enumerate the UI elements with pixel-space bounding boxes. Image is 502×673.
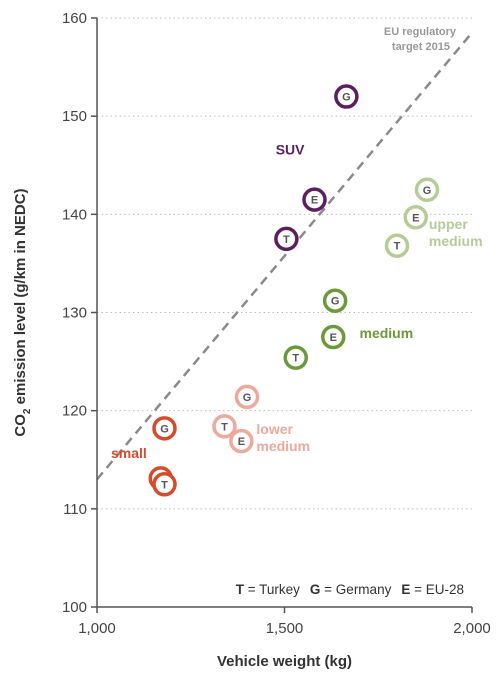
legend-value: = Germany xyxy=(320,582,391,597)
data-point-letter: E xyxy=(238,436,245,448)
data-point-letter: T xyxy=(283,234,290,246)
y-tick-label: 160 xyxy=(62,10,87,27)
category-label-line: SUV xyxy=(276,141,305,157)
data-point: T xyxy=(283,345,308,370)
category-label-line: medium xyxy=(429,233,483,249)
data-point-letter: E xyxy=(412,212,419,224)
legend: T = Turkey G = Germany E = EU-28 xyxy=(236,582,464,597)
x-tick-label: 1,500 xyxy=(266,620,304,637)
data-point-letter: G xyxy=(243,392,252,404)
y-tick-label: 150 xyxy=(62,108,87,125)
category-label: SUV xyxy=(276,141,305,157)
data-point-letter: E xyxy=(311,195,318,207)
legend-key: E xyxy=(401,582,410,597)
data-point-letter: T xyxy=(221,421,228,433)
data-point: G xyxy=(234,384,260,410)
data-point-letter: T xyxy=(394,241,401,253)
legend-key: G xyxy=(310,582,321,597)
data-point: G xyxy=(334,84,359,109)
y-axis-title-co: CO xyxy=(12,414,29,437)
category-label-line: medium xyxy=(256,438,310,454)
data-point: T xyxy=(212,414,237,439)
category-label: small xyxy=(111,445,147,461)
data-point-marker xyxy=(152,416,177,441)
category-label: medium xyxy=(360,325,414,341)
y-tick-label: 100 xyxy=(62,599,87,616)
x-axis-title: Vehicle weight (kg) xyxy=(217,653,352,670)
category-label-line: small xyxy=(111,445,147,461)
y-tick-label: 120 xyxy=(62,403,87,420)
data-point-letter: T xyxy=(161,479,168,491)
data-point: G xyxy=(414,177,440,203)
category-label-line: upper xyxy=(429,216,468,232)
legend-value: = Turkey xyxy=(244,582,300,597)
category-label: upper medium xyxy=(429,216,483,249)
y-tick-label: 140 xyxy=(62,206,87,223)
y-tick-label: 110 xyxy=(63,501,87,518)
data-point: E xyxy=(302,187,327,212)
data-point: T xyxy=(384,233,410,258)
target-line-label: target 2015 xyxy=(392,41,450,53)
legend-value: = EU-28 xyxy=(410,582,464,597)
category-label-line: medium xyxy=(360,325,414,341)
y-axis-title: CO2 emission level (g/km in NEDC) xyxy=(12,188,33,436)
data-point-marker xyxy=(229,428,254,454)
y-axis-title-rest: emission level (g/km in NEDC) xyxy=(12,188,29,408)
data-point: E xyxy=(403,205,428,230)
data-point-marker xyxy=(283,345,308,370)
x-tick-label: 2,000 xyxy=(453,620,491,637)
data-point-marker xyxy=(403,205,428,230)
data-point-letter: G xyxy=(423,185,432,197)
data-point-marker xyxy=(384,233,410,258)
data-point-letter: G xyxy=(342,92,351,104)
data-point-letter: G xyxy=(331,296,340,308)
x-tick-label: 1,000 xyxy=(78,620,116,637)
target-line-label: EU regulatory xyxy=(384,26,457,38)
y-tick-label: 130 xyxy=(62,305,87,322)
data-point-letter: G xyxy=(160,423,169,435)
legend-key: T xyxy=(236,582,245,597)
data-point-marker xyxy=(274,226,299,252)
data-point-marker xyxy=(321,324,346,350)
axes xyxy=(96,18,472,608)
data-point-marker xyxy=(322,288,348,313)
data-point-marker xyxy=(212,414,237,439)
data-point: T xyxy=(274,226,299,252)
data-points: GETGETGETGETGET xyxy=(148,84,440,497)
data-point-letter: T xyxy=(292,353,299,365)
data-point: G xyxy=(152,416,177,441)
data-point: T xyxy=(152,472,177,497)
category-label-line: lower xyxy=(256,421,293,437)
data-point-marker xyxy=(302,187,327,212)
data-point-letter: E xyxy=(330,332,337,344)
data-point-marker xyxy=(334,84,359,109)
eu-target-line xyxy=(96,31,473,481)
y-axis-ticks: 100 110 120 130 140 150 160 xyxy=(62,10,97,616)
data-point-marker xyxy=(152,472,177,497)
x-axis-ticks: 1,000 1,500 2,000 xyxy=(78,607,491,637)
category-label: lower medium xyxy=(256,421,310,454)
data-point-marker xyxy=(414,177,440,203)
data-point-marker xyxy=(234,384,260,410)
data-point: E xyxy=(321,324,346,350)
y-axis-title-subscript: 2 xyxy=(22,408,33,414)
data-point: E xyxy=(229,428,254,454)
data-point: G xyxy=(322,288,348,313)
